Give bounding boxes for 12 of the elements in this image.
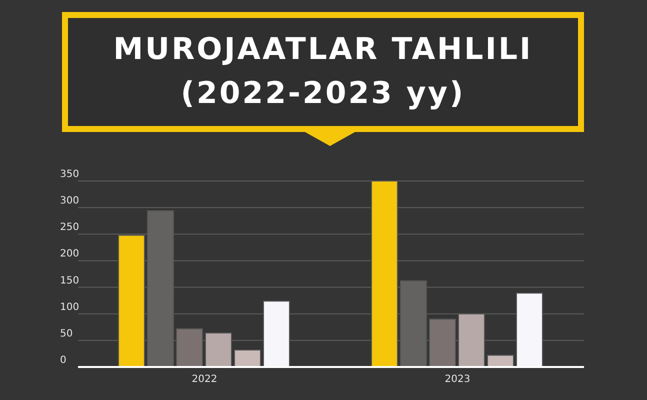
y-tick-label: 150 (60, 275, 80, 286)
y-tick-label: 200 (60, 248, 80, 260)
y-tick-label: 350 (60, 169, 80, 180)
y-tick-label: 250 (60, 222, 80, 234)
x-tick-label: 2022 (192, 374, 218, 386)
x-tick-label: 2023 (444, 374, 470, 386)
chart-subtitle: (2022-2023 yy) (180, 75, 466, 113)
y-tick-label: 50 (60, 328, 73, 340)
y-tick-label: 300 (60, 196, 80, 207)
y-tick-label: 0 (60, 355, 66, 366)
y-tick-label: 100 (60, 302, 80, 313)
chart-title: MUROJAATLAR TAHLILI (112, 31, 534, 69)
